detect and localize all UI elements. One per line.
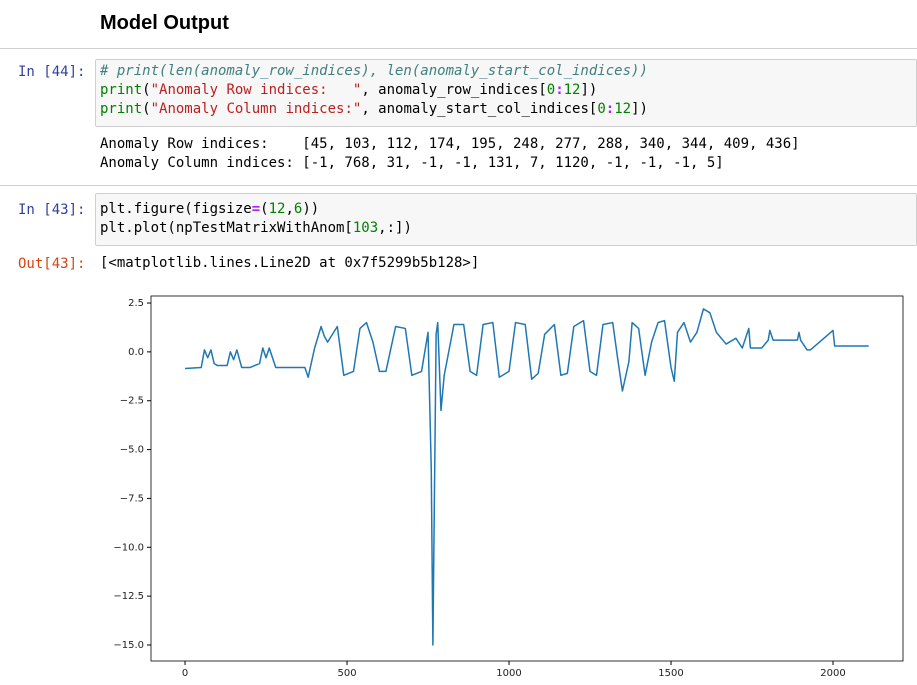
comment: # print(len(anomaly_row_indices), len(an… — [100, 63, 648, 79]
token: ( — [142, 82, 151, 98]
output-line: Anomaly Row indices: [45, 103, 112, 174,… — [100, 136, 800, 152]
x-tick-label: 1500 — [658, 668, 683, 679]
y-tick-label: 0.0 — [128, 347, 144, 358]
token: , anomaly_row_indices[ — [361, 82, 547, 98]
x-tick-label: 0 — [182, 668, 188, 679]
data-line — [184, 308, 869, 646]
token: "Anomaly Row indices: " — [150, 82, 362, 98]
in-prompt: In [43]: — [18, 202, 86, 218]
token: : — [555, 82, 564, 98]
output-line: [<matplotlib.lines.Line2D at 0x7f5299b5b… — [100, 255, 480, 271]
code-line: print("Anomaly Column indices:", anomaly… — [100, 100, 648, 119]
token: ,:]) — [378, 220, 412, 236]
code-cell[interactable] — [95, 59, 917, 127]
token: 103 — [352, 220, 379, 236]
y-tick-label: −2.5 — [120, 396, 144, 407]
code-line: plt.figure(figsize=(12,6)) — [100, 200, 319, 219]
token: 12 — [614, 101, 632, 117]
y-tick-label: 2.5 — [128, 298, 144, 309]
token: ]) — [580, 82, 598, 98]
token: ( — [142, 101, 151, 117]
token: ]) — [631, 101, 648, 117]
token: "Anomaly Column indices:" — [150, 101, 362, 117]
y-tick-label: −7.5 — [120, 493, 144, 504]
divider — [0, 185, 917, 186]
token: : — [605, 101, 615, 117]
token: )) — [302, 201, 320, 217]
code-line: # print(len(anomaly_row_indices), len(an… — [100, 62, 648, 81]
x-tick-label: 2000 — [820, 668, 845, 679]
in-prompt: In [44]: — [18, 64, 86, 80]
token: = — [251, 201, 261, 217]
token: ( — [260, 201, 269, 217]
plot-frame — [150, 295, 904, 662]
token: print — [100, 82, 143, 98]
token: plt.plot(npTestMatrixWithAnom[ — [100, 220, 353, 236]
token: plt.figure(figsize — [100, 201, 252, 217]
y-tick-label: −10.0 — [113, 542, 144, 553]
x-tick-label: 500 — [337, 668, 356, 679]
y-tick-label: −12.5 — [113, 591, 144, 602]
out-prompt: Out[43]: — [18, 256, 86, 272]
y-tick-label: −15.0 — [113, 640, 144, 651]
x-tick-label: 1000 — [496, 668, 521, 679]
token: 0 — [597, 101, 606, 117]
token: , anomaly_start_col_indices[ — [361, 101, 598, 117]
code-line: print("Anomaly Row indices: ", anomaly_r… — [100, 81, 597, 100]
token: 12 — [268, 201, 286, 217]
output-line: Anomaly Column indices: [-1, 768, 31, -1… — [100, 155, 724, 171]
y-tick-label: −5.0 — [120, 445, 144, 456]
page-title: Model Output — [100, 12, 229, 34]
token: , — [285, 201, 294, 217]
divider — [0, 48, 917, 49]
token: print — [100, 101, 143, 117]
token: 12 — [563, 82, 581, 98]
token: 6 — [293, 201, 303, 217]
code-cell[interactable] — [95, 193, 917, 246]
token: 0 — [546, 82, 556, 98]
code-line: plt.plot(npTestMatrixWithAnom[103,:]) — [100, 219, 412, 238]
